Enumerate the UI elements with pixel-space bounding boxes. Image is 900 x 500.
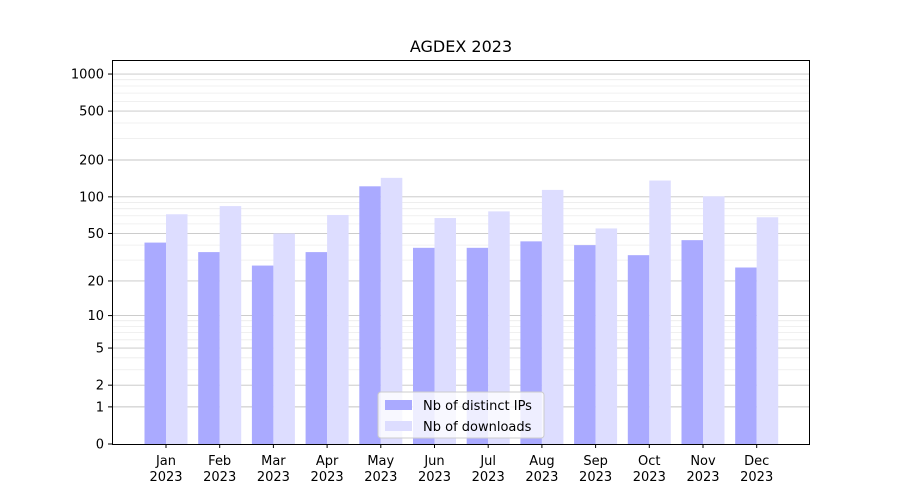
y-tick-label: 5: [96, 342, 104, 357]
x-tick-label: Jan 2023: [149, 454, 182, 485]
x-tick-label: Mar 2023: [257, 454, 290, 485]
bar-nb-of-distinct-ips: [735, 267, 757, 444]
bar-nb-of-distinct-ips: [198, 252, 220, 444]
bar-nb-of-distinct-ips: [574, 245, 596, 444]
legend: Nb of distinct IPs Nb of downloads: [377, 391, 545, 439]
x-tick-label: Jul 2023: [472, 454, 505, 485]
bar-nb-of-downloads: [703, 196, 725, 444]
x-tick-label: May 2023: [364, 454, 397, 485]
legend-box: [377, 391, 545, 439]
bar-nb-of-distinct-ips: [681, 240, 703, 444]
bar-nb-of-downloads: [434, 218, 456, 444]
bar-nb-of-downloads: [541, 189, 564, 444]
bar-nb-of-downloads: [273, 233, 295, 444]
legend-label: Nb of distinct IPs: [423, 399, 532, 414]
bar-nb-of-distinct-ips: [251, 265, 274, 444]
y-tick-label: 50: [87, 227, 104, 242]
legend-swatch: [385, 421, 412, 431]
x-tick-label: Oct 2023: [633, 454, 666, 485]
y-tick-label: 1: [96, 400, 104, 415]
y-tick-label: 20: [87, 274, 104, 289]
legend-label: Nb of downloads: [423, 420, 532, 435]
y-tick-label: 0: [96, 438, 104, 453]
y-tick-label: 500: [79, 105, 104, 120]
bar-nb-of-downloads: [327, 214, 349, 444]
x-tick-label: Nov 2023: [686, 454, 719, 485]
x-tick-label: Jun 2023: [418, 454, 451, 485]
y-tick-label: 1000: [71, 68, 104, 83]
x-tick-label: Aug 2023: [525, 454, 558, 485]
bar-nb-of-distinct-ips: [359, 186, 381, 444]
bar-nb-of-downloads: [649, 180, 671, 444]
bar-nb-of-downloads: [595, 228, 618, 444]
bar-nb-of-downloads: [166, 214, 188, 444]
x-tick-label: Feb 2023: [203, 454, 236, 485]
x-axis: Jan 2023 Feb 2023 Mar 2023 Apr 2023 May 2023 Jun 20…: [149, 444, 773, 485]
bar-nb-of-downloads: [756, 217, 779, 444]
legend-swatch: [385, 400, 412, 410]
bar-nb-of-downloads: [219, 206, 242, 444]
bar-nb-of-distinct-ips: [627, 255, 650, 444]
y-tick-label: 2: [96, 379, 104, 394]
bar-nb-of-distinct-ips: [305, 252, 328, 444]
bars: [144, 177, 779, 444]
y-axis: 0 1 2 5 10 20 50 100 200 500 1000: [71, 68, 112, 453]
bar-nb-of-downloads: [488, 211, 510, 444]
x-tick-label: Apr 2023: [311, 454, 344, 485]
plot-frame: [112, 60, 810, 445]
x-tick-label: Sep 2023: [579, 454, 612, 485]
bar-nb-of-distinct-ips: [144, 242, 166, 444]
y-tick-label: 100: [79, 190, 104, 205]
bar-nb-of-downloads: [380, 177, 403, 444]
chart-title: AGDEX 2023: [410, 37, 512, 56]
y-tick-label: 200: [79, 154, 104, 169]
y-tick-label: 10: [87, 309, 104, 324]
x-tick-label: Dec 2023: [740, 454, 773, 485]
